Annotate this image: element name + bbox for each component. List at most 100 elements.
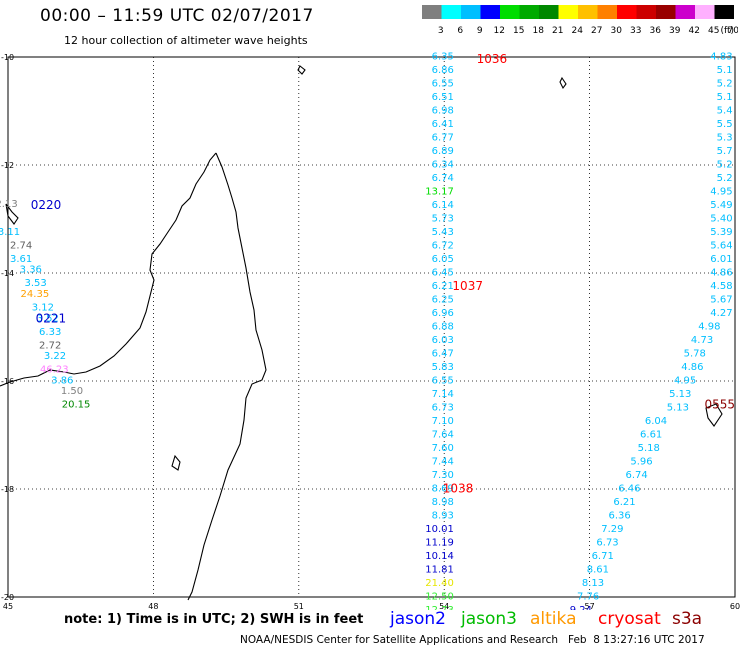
wave-height-value: 12.73 [425, 605, 454, 610]
wave-height-value: 4.73 [691, 335, 713, 346]
footnote: note: 1) Time is in UTC; 2) SWH is in fe… [64, 612, 364, 627]
observation-labels: 6.35 6.86 6.55 6.51 6.98 6.41 6.77 6.89 6.34 6.74… [0, 51, 733, 610]
wave-height-value: 4.95 [674, 375, 696, 386]
colorbar-label: 27 [591, 26, 602, 36]
wave-height-value: 5.39 [710, 227, 732, 238]
wave-height-value: 6.86 [432, 65, 454, 76]
wave-height-value: 6.21 [432, 281, 454, 292]
wave-height-value: 7.64 [432, 429, 454, 440]
map-subtitle: 12 hour collection of altimeter wave hei… [64, 34, 308, 47]
madagascar-west-coastline [0, 152, 217, 387]
wave-height-value: 6.77 [432, 132, 454, 143]
wave-height-value: 6.74 [432, 173, 454, 184]
wave-height-value: 6.55 [432, 78, 454, 89]
island-coastline [5, 203, 19, 225]
colorbar-swatch [617, 5, 637, 19]
wave-height-value: 3.53 [25, 278, 47, 289]
colorbar-label: 30 [611, 26, 623, 36]
wave-height-value: 6.98 [432, 105, 454, 116]
wave-height-value: 8.13 [582, 578, 604, 589]
wave-height-value: 8.98 [432, 497, 454, 508]
colorbar-swatch [675, 5, 695, 19]
map-grid [7, 56, 736, 598]
longitude-tick-label: 60 [730, 602, 740, 610]
map-frame [7, 56, 736, 598]
longitude-tick-label: 48 [148, 602, 158, 610]
wave-height-value: 7.10 [432, 416, 454, 427]
wave-height-value: 4.27 [710, 308, 732, 319]
wave-height-value: 6.46 [618, 483, 640, 494]
colorbar-swatch [695, 5, 715, 19]
wave-height-value: 6.51 [432, 92, 454, 103]
latitude-tick-label: -10 [1, 53, 14, 62]
colorbar-swatch [480, 5, 500, 19]
colorbar-label: 42 [689, 26, 700, 36]
wave-height-value: 6.45 [432, 267, 454, 278]
wave-height-value: 6.34 [432, 159, 454, 170]
wave-height-value: 20.15 [62, 400, 91, 411]
legend-item-jason3: jason3 [461, 609, 517, 629]
wave-height-value: 2.13 [0, 199, 18, 210]
wave-height-value: 4.86 [681, 362, 703, 373]
colorbar-swatch [656, 5, 676, 19]
colorbar-label: 6 [457, 26, 463, 36]
wave-height-value: 6.73 [596, 537, 618, 548]
wave-height-value: 3.22 [44, 351, 66, 362]
legend-item-jason2: jason2 [390, 609, 446, 629]
wave-height-value: 8.93 [432, 510, 454, 521]
wave-height-value: 6.14 [432, 200, 454, 211]
wave-height-value: 7.14 [432, 389, 454, 400]
wave-height-value: 5.78 [684, 348, 706, 359]
wave-height-value: 5.96 [630, 456, 652, 467]
wave-height-value: 5.2 [717, 173, 733, 184]
wave-height-value: 6.05 [432, 254, 454, 265]
colorbar-label: 9 [477, 26, 483, 36]
latitude-tick-label: -20 [1, 593, 14, 602]
longitude-tick-label: 45 [3, 602, 13, 610]
wave-height-value: 5.3 [717, 132, 733, 143]
colorbar-label: 70 [728, 26, 738, 36]
wave-height-colorbar: 3 6 9 12 15 18 21 24 27 30 33 36 39 42 45 70(ft) [422, 5, 738, 36]
colorbar-swatch [597, 5, 617, 19]
colorbar-swatch [539, 5, 559, 19]
wave-height-value: 4.86 [710, 267, 732, 278]
colorbar-label: 15 [513, 26, 524, 36]
colorbar-label: 3 [438, 26, 444, 36]
wave-height-value: 46.23 [40, 365, 69, 376]
wave-height-value: 6.03 [432, 335, 454, 346]
axis-tick-labels: 45 48 51 54 57 60 -10 -12 -14 -16 -18 -20 [1, 53, 740, 610]
wave-height-value: 2.74 [10, 240, 32, 251]
colorbar-label: 12 [494, 26, 505, 36]
wave-height-value: 6.01 [710, 254, 732, 265]
longitude-tick-label: 54 [439, 602, 449, 610]
wave-height-value: 5.13 [667, 402, 689, 413]
colorbar-swatch [578, 5, 598, 19]
madagascar-coastline [187, 152, 267, 601]
wave-height-value: 6.36 [609, 510, 631, 521]
wave-height-value: 13.17 [425, 186, 454, 197]
wave-height-value: 8.69 [432, 483, 454, 494]
wave-height-value: 7.44 [432, 456, 454, 467]
wave-height-value: 6.47 [432, 348, 454, 359]
pass-time-label: 0555 [704, 398, 735, 412]
colorbar-label: 36 [650, 26, 662, 36]
wave-height-value: 5.2 [717, 159, 733, 170]
wave-height-value: 5.43 [432, 227, 454, 238]
wave-height-value: 6.73 [432, 402, 454, 413]
colorbar-swatch [636, 5, 656, 19]
latitude-tick-label: -12 [1, 161, 14, 170]
wave-height-value: 7.76 [577, 591, 599, 602]
wave-height-value: 7.60 [432, 443, 454, 454]
wave-height-value: 6.61 [640, 429, 662, 440]
pass-time-label: 1038 [443, 481, 474, 495]
map-title: 00:00 – 11:59 UTC 02/07/2017 [40, 6, 314, 26]
colorbar-swatch [558, 5, 578, 19]
latitude-tick-label: -14 [1, 269, 14, 278]
wave-height-value: 11.81 [425, 564, 454, 575]
island-coastline [297, 65, 306, 75]
wave-height-value: 3.11 [0, 227, 20, 238]
wave-height-value: 5.1 [717, 65, 733, 76]
wave-height-value: 10.01 [425, 524, 454, 535]
legend-item-cryosat: cryosat [598, 609, 661, 629]
pass-time-label: 0221 [36, 311, 67, 325]
